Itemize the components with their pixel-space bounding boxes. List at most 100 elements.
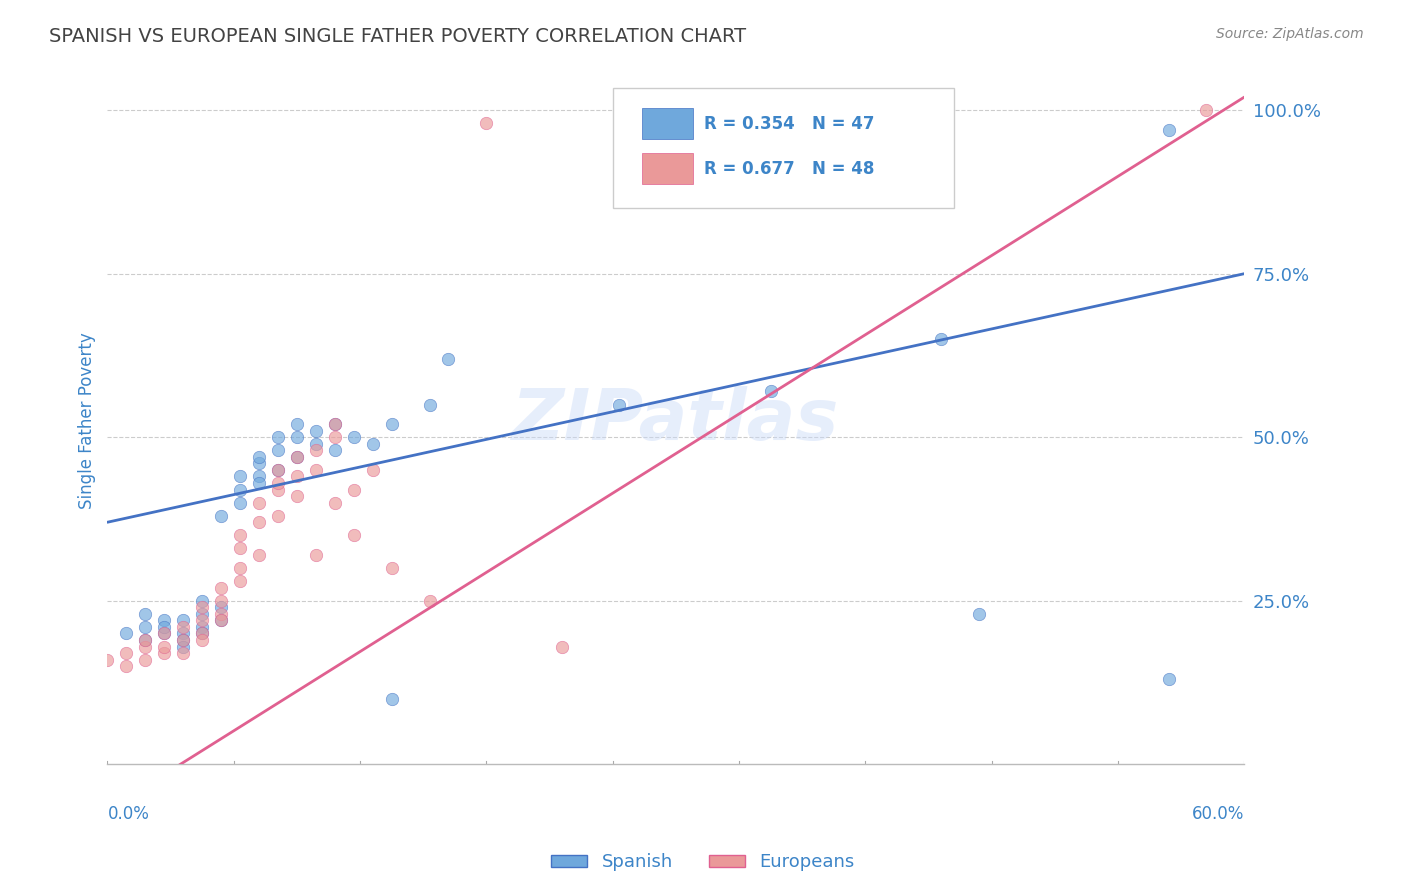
Point xyxy=(285,469,308,483)
Point xyxy=(172,613,194,627)
Point xyxy=(191,593,214,607)
Point xyxy=(172,632,194,647)
Point xyxy=(229,561,252,575)
Point xyxy=(267,475,290,490)
Point xyxy=(172,620,194,634)
Y-axis label: Single Father Poverty: Single Father Poverty xyxy=(79,333,96,509)
Point xyxy=(305,436,328,450)
Point xyxy=(343,483,366,497)
Point xyxy=(134,640,156,654)
Point xyxy=(247,548,270,562)
Point xyxy=(285,450,308,464)
Point xyxy=(115,626,138,640)
Point xyxy=(247,456,270,470)
Point xyxy=(437,351,460,366)
Point xyxy=(115,646,138,660)
Point xyxy=(191,620,214,634)
Point xyxy=(134,632,156,647)
Point xyxy=(759,384,782,399)
Point xyxy=(191,600,214,615)
Point xyxy=(209,607,232,621)
Text: SPANISH VS EUROPEAN SINGLE FATHER POVERTY CORRELATION CHART: SPANISH VS EUROPEAN SINGLE FATHER POVERT… xyxy=(49,27,747,45)
Point xyxy=(305,548,328,562)
Point xyxy=(153,613,176,627)
Point xyxy=(418,397,440,411)
Text: R = 0.354   N = 47: R = 0.354 N = 47 xyxy=(704,115,875,133)
Point xyxy=(153,646,176,660)
Point xyxy=(285,430,308,444)
Text: R = 0.677   N = 48: R = 0.677 N = 48 xyxy=(704,160,875,178)
Point xyxy=(305,443,328,458)
Point xyxy=(229,483,252,497)
Point xyxy=(285,489,308,503)
Point xyxy=(229,469,252,483)
Point xyxy=(172,646,194,660)
Point xyxy=(191,613,214,627)
Point xyxy=(305,463,328,477)
Point xyxy=(418,593,440,607)
Text: 0.0%: 0.0% xyxy=(107,805,149,823)
Point xyxy=(381,417,404,431)
Point xyxy=(305,424,328,438)
Point xyxy=(209,508,232,523)
Point xyxy=(361,463,384,477)
Point xyxy=(267,463,290,477)
Point xyxy=(323,430,346,444)
Point xyxy=(247,450,270,464)
Point xyxy=(323,495,346,509)
Point xyxy=(267,443,290,458)
Point xyxy=(285,450,308,464)
Point xyxy=(247,515,270,529)
Text: ZIPatlas: ZIPatlas xyxy=(512,386,839,455)
Point xyxy=(153,620,176,634)
Point xyxy=(172,626,194,640)
Point xyxy=(285,417,308,431)
Point xyxy=(209,593,232,607)
Point xyxy=(1157,122,1180,136)
Point xyxy=(134,620,156,634)
FancyBboxPatch shape xyxy=(613,87,955,208)
Point xyxy=(191,626,214,640)
Text: 60.0%: 60.0% xyxy=(1192,805,1244,823)
Legend: Spanish, Europeans: Spanish, Europeans xyxy=(544,847,862,879)
Point xyxy=(267,508,290,523)
Point xyxy=(209,581,232,595)
Point xyxy=(929,332,952,346)
Point xyxy=(323,417,346,431)
Point xyxy=(153,626,176,640)
Point xyxy=(191,626,214,640)
Point xyxy=(267,483,290,497)
Point xyxy=(229,528,252,542)
Point xyxy=(361,436,384,450)
Point xyxy=(247,469,270,483)
Point xyxy=(209,613,232,627)
Point xyxy=(172,632,194,647)
FancyBboxPatch shape xyxy=(641,153,693,184)
Point xyxy=(475,116,498,130)
Point xyxy=(381,691,404,706)
Point xyxy=(96,652,118,666)
Point xyxy=(323,443,346,458)
Point xyxy=(153,640,176,654)
Point xyxy=(323,417,346,431)
Point xyxy=(229,574,252,588)
FancyBboxPatch shape xyxy=(641,108,693,139)
Point xyxy=(191,607,214,621)
Point xyxy=(267,430,290,444)
Point xyxy=(134,607,156,621)
Point xyxy=(115,659,138,673)
Point xyxy=(153,626,176,640)
Point xyxy=(343,430,366,444)
Point xyxy=(1157,672,1180,686)
Point xyxy=(191,632,214,647)
Point xyxy=(1195,103,1218,117)
Point xyxy=(229,541,252,556)
Point xyxy=(343,528,366,542)
Point xyxy=(247,495,270,509)
Point xyxy=(551,640,574,654)
Point xyxy=(172,640,194,654)
Point xyxy=(267,463,290,477)
Point xyxy=(134,652,156,666)
Point xyxy=(607,397,630,411)
Point xyxy=(209,600,232,615)
